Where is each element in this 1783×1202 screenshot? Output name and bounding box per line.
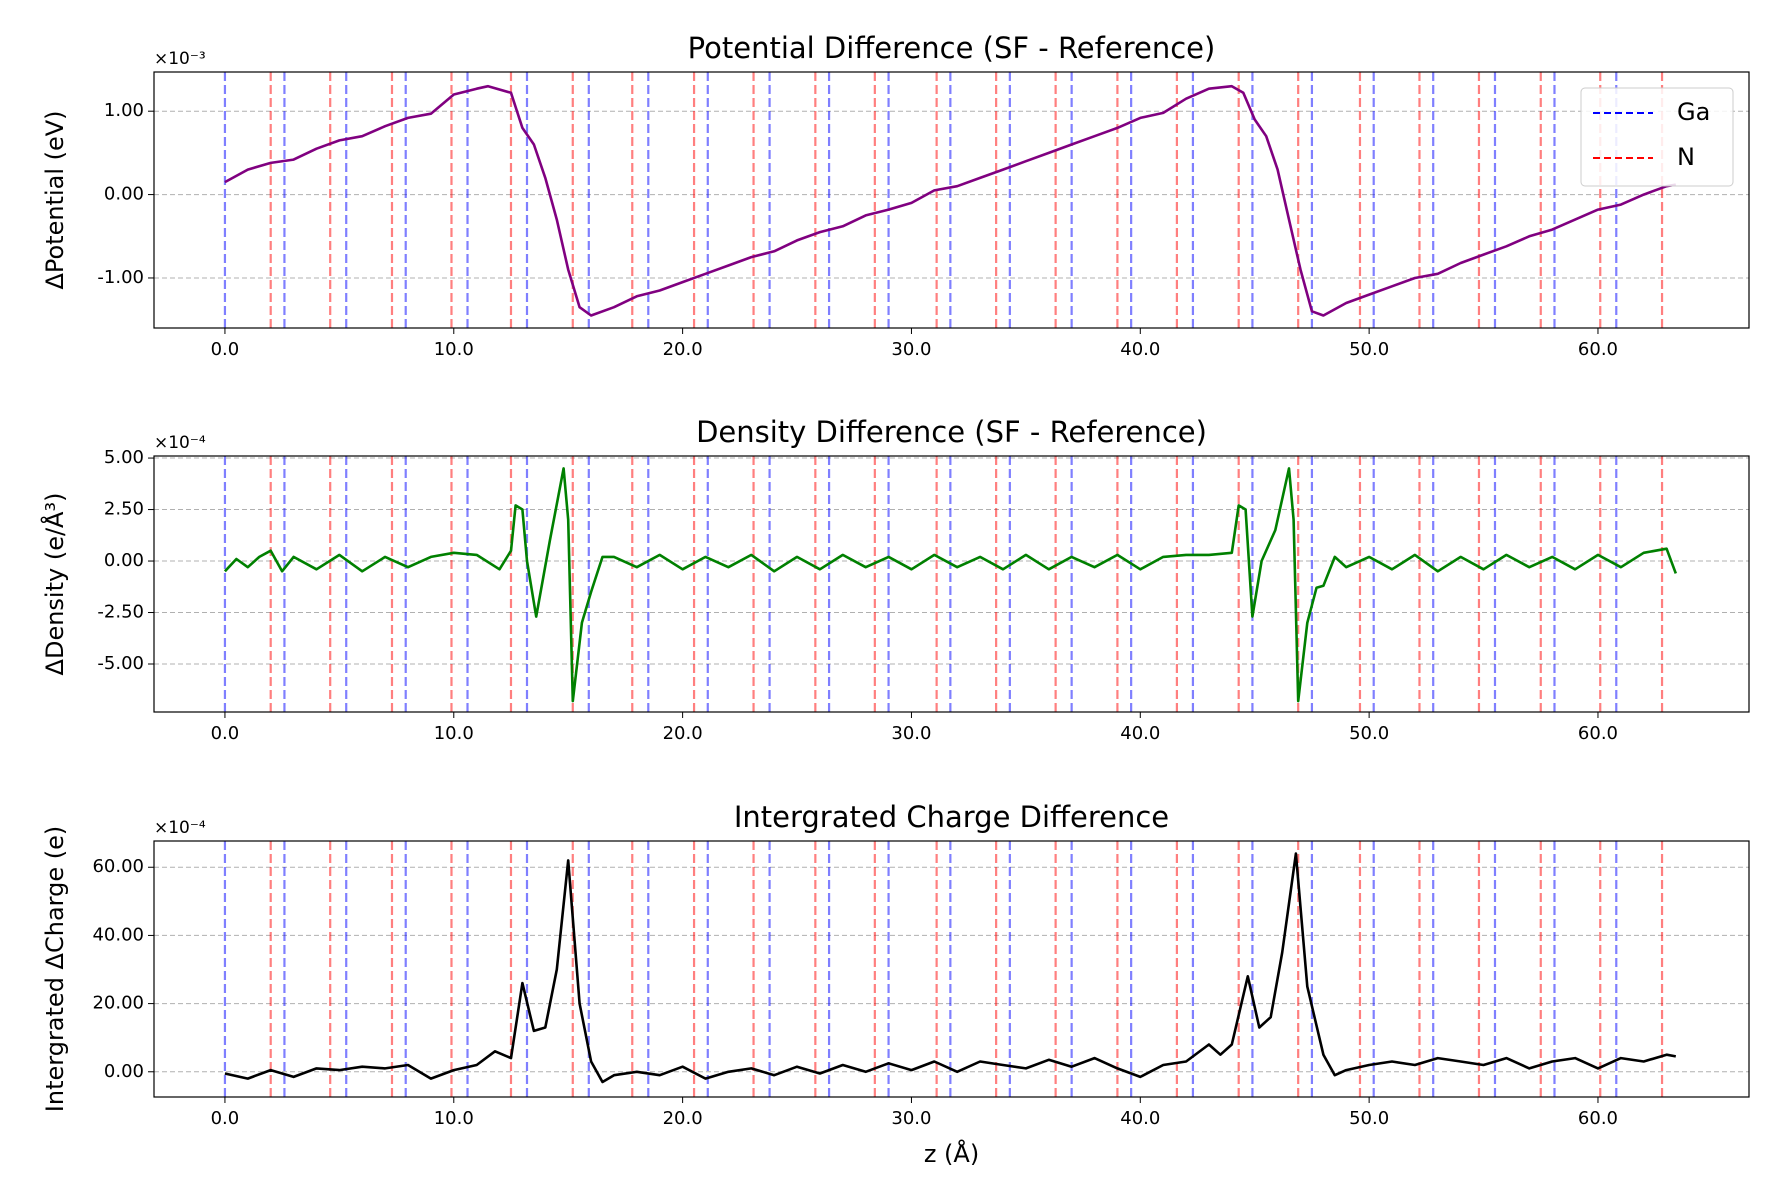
x-tick-label: 30.0 (891, 1108, 931, 1129)
legend-label: N (1677, 143, 1695, 171)
data-line (223, 467, 1678, 703)
x-tick-label: 20.0 (663, 339, 703, 360)
x-tick-label: 40.0 (1120, 723, 1160, 744)
y-tick-label: 20.00 (92, 993, 144, 1014)
y-tick-label: -5.00 (97, 653, 144, 674)
x-tick-label: 10.0 (434, 339, 474, 360)
x-tick-label: 50.0 (1349, 1108, 1389, 1129)
x-axis-label: z (Å) (924, 1139, 979, 1168)
plot-frame (153, 840, 1750, 1098)
x-tick-label: 60.0 (1578, 339, 1618, 360)
plot-frame (153, 455, 1750, 713)
legend-label: Ga (1677, 98, 1710, 126)
x-tick-label: 50.0 (1349, 723, 1389, 744)
y-tick-label: 40.00 (92, 924, 144, 945)
y-axis-label: ΔPotential (eV) (41, 110, 69, 289)
chart-title: Intergrated Charge Difference (734, 800, 1169, 834)
y-tick-label: 60.00 (92, 856, 144, 877)
y-axis-label: ΔDensity (e/Å³) (40, 493, 69, 676)
x-tick-label: 20.0 (663, 723, 703, 744)
offset-label: ×10⁻⁴ (154, 433, 206, 453)
y-tick-label: 1.00 (104, 100, 144, 121)
y-tick-label: 0.00 (104, 550, 144, 571)
x-tick-label: 20.0 (663, 1108, 703, 1129)
y-tick-label: 0.00 (104, 184, 144, 205)
y-tick-label: -1.00 (97, 267, 144, 288)
x-tick-label: 40.0 (1120, 1108, 1160, 1129)
y-axis-label: Intergrated ΔCharge (e) (41, 826, 69, 1112)
x-tick-label: 0.0 (211, 723, 240, 744)
y-tick-label: -2.50 (97, 602, 144, 623)
y-tick-label: 5.00 (104, 447, 144, 468)
data-line (224, 84, 1677, 317)
offset-label: ×10⁻³ (154, 49, 206, 69)
data-line (224, 852, 1677, 1084)
legend: Ga N (1580, 87, 1734, 187)
x-tick-label: 0.0 (211, 339, 240, 360)
y-tick-label: 0.00 (104, 1061, 144, 1082)
x-tick-label: 50.0 (1349, 339, 1389, 360)
x-tick-label: 60.0 (1578, 1108, 1618, 1129)
y-tick-label: 2.50 (104, 499, 144, 520)
chart-title: Density Difference (SF - Reference) (696, 415, 1207, 449)
x-tick-label: 60.0 (1578, 723, 1618, 744)
x-tick-label: 40.0 (1120, 339, 1160, 360)
x-tick-label: 30.0 (891, 339, 931, 360)
x-tick-label: 10.0 (434, 1108, 474, 1129)
x-tick-label: 0.0 (211, 1108, 240, 1129)
chart-title: Potential Difference (SF - Reference) (688, 31, 1216, 65)
plot-frame (153, 71, 1750, 329)
x-tick-label: 30.0 (891, 723, 931, 744)
x-tick-label: 10.0 (434, 723, 474, 744)
offset-label: ×10⁻⁴ (154, 818, 206, 838)
